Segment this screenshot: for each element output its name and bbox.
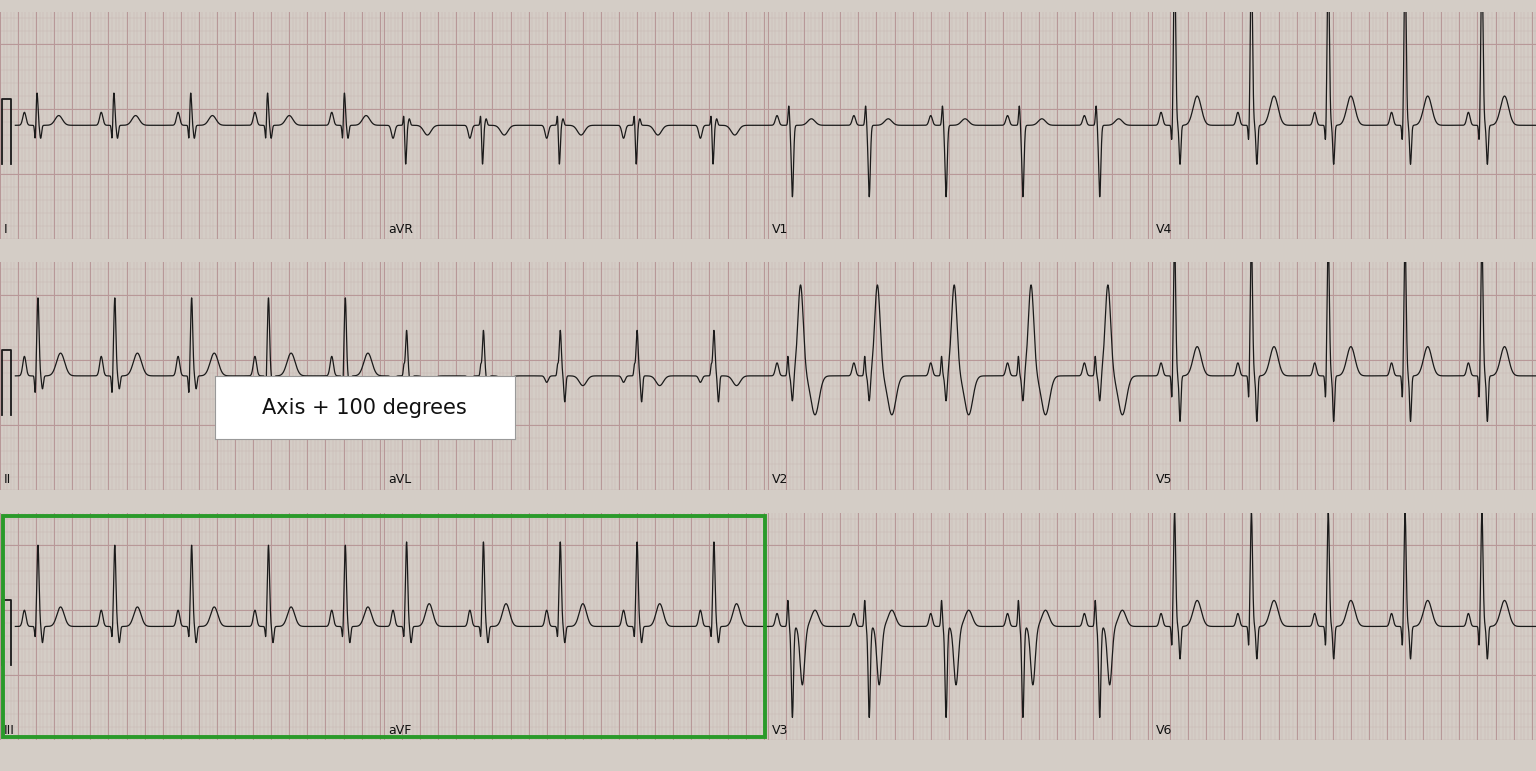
Text: V1: V1 bbox=[771, 223, 788, 236]
Text: aVF: aVF bbox=[387, 724, 412, 737]
Text: III: III bbox=[3, 724, 15, 737]
Text: II: II bbox=[3, 473, 11, 487]
Text: V3: V3 bbox=[771, 724, 788, 737]
Text: aVR: aVR bbox=[387, 223, 413, 236]
Text: V2: V2 bbox=[771, 473, 788, 487]
Text: V4: V4 bbox=[1155, 223, 1172, 236]
Text: aVL: aVL bbox=[387, 473, 412, 487]
Text: Axis + 100 degrees: Axis + 100 degrees bbox=[263, 398, 467, 418]
Text: V6: V6 bbox=[1155, 724, 1172, 737]
Text: I: I bbox=[3, 223, 8, 236]
Text: V5: V5 bbox=[1155, 473, 1172, 487]
